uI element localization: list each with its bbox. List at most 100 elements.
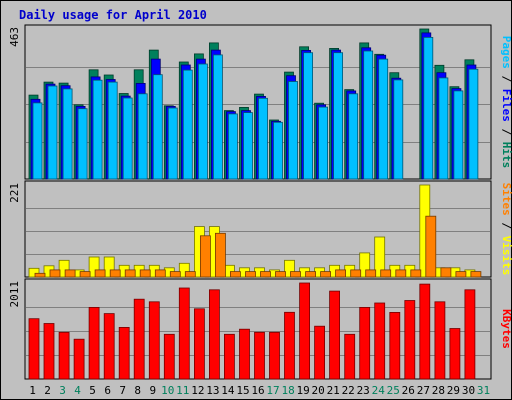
legend-part: Hits	[500, 142, 512, 169]
day-label-2: 2	[44, 384, 51, 397]
day-label-8: 8	[134, 384, 141, 397]
bar-kbytes-day-15	[239, 328, 250, 380]
day-label-13: 13	[206, 384, 219, 397]
bar-kbytes-day-3	[58, 331, 70, 380]
bar-kbytes-day-26	[404, 300, 416, 380]
day-label-9: 9	[149, 384, 156, 397]
day-label-17: 17	[266, 384, 279, 397]
legend-part: Pages	[500, 36, 512, 69]
bar-sites-day-22	[350, 269, 362, 278]
bar-pages-day-12	[197, 63, 208, 180]
legend-part: KBytes	[500, 309, 512, 349]
bar-sites-day-25	[395, 269, 407, 278]
bar-kbytes-day-19	[299, 282, 311, 380]
bar-sites-day-12	[199, 235, 211, 278]
bar-sites-day-26	[410, 269, 422, 278]
legend-part: /	[500, 216, 512, 236]
day-label-23: 23	[357, 384, 370, 397]
bar-pages-day-21	[333, 52, 344, 180]
bar-kbytes-day-8	[133, 298, 145, 380]
bar-sites-day-11	[184, 271, 196, 278]
bar-pages-day-23	[363, 50, 374, 180]
axis-max-label: 221	[8, 183, 21, 203]
day-label-15: 15	[236, 384, 249, 397]
day-label-29: 29	[447, 384, 460, 397]
panel-background	[24, 180, 492, 278]
bar-kbytes-day-6	[103, 313, 115, 380]
bar-visits-day-18	[284, 259, 295, 278]
legend-part: Sites	[500, 183, 512, 216]
legend-part: /	[500, 122, 512, 142]
bar-sites-day-1	[34, 272, 46, 278]
bar-sites-day-6	[109, 269, 121, 278]
bar-pages-day-5	[92, 79, 103, 180]
bar-pages-day-22	[348, 93, 359, 180]
day-label-1: 1	[29, 384, 36, 397]
day-label-12: 12	[191, 384, 204, 397]
bar-kbytes-day-18	[284, 311, 295, 380]
bar-pages-day-9	[152, 74, 163, 180]
bar-pages-day-8	[137, 93, 148, 180]
day-label-10: 10	[161, 384, 174, 397]
legend-part: /	[500, 69, 512, 89]
day-label-4: 4	[74, 384, 81, 397]
bar-sites-day-28	[440, 267, 452, 278]
bar-pages-day-1	[32, 102, 43, 180]
bar-pages-day-29	[453, 90, 464, 180]
bar-pages-day-7	[122, 97, 133, 180]
day-label-20: 20	[311, 384, 324, 397]
bar-pages-day-11	[182, 69, 193, 180]
bar-pages-day-2	[47, 85, 58, 180]
day-label-18: 18	[281, 384, 294, 397]
bar-kbytes-day-11	[178, 287, 190, 380]
bar-pages-day-3	[62, 88, 73, 180]
bar-sites-day-19	[305, 271, 317, 278]
series-sites	[34, 215, 482, 278]
bar-sites-day-4	[79, 271, 91, 278]
day-label-25: 25	[387, 384, 400, 397]
legend-kbytes: KBytes	[500, 309, 512, 349]
bar-kbytes-day-1	[28, 318, 40, 380]
bar-sites-day-30	[470, 271, 482, 278]
bar-pages-day-25	[393, 79, 404, 180]
legend-hits-files-pages: Pages / Files / Hits	[500, 36, 512, 169]
bar-sites-day-20	[320, 271, 332, 278]
bar-kbytes-day-21	[329, 290, 341, 380]
bar-visits-day-6	[103, 256, 115, 278]
bar-kbytes-day-10	[163, 333, 175, 380]
bar-pages-day-20	[318, 106, 329, 180]
bar-kbytes-day-20	[314, 325, 326, 380]
day-label-3: 3	[59, 384, 66, 397]
axis-max-label: 463	[8, 27, 21, 47]
bar-visits-day-3	[58, 259, 70, 278]
bar-sites-day-8	[139, 269, 151, 278]
day-axis: 1 2 3 4 5 6 7 8 9 10 11 12 13 14 15 16 17 18 19 20 21 22 23 24 2…	[29, 384, 490, 397]
day-label-14: 14	[221, 384, 235, 397]
bar-kbytes-day-5	[88, 306, 100, 380]
bar-kbytes-day-25	[389, 311, 401, 380]
bar-pages-day-30	[468, 68, 479, 180]
bar-visits-day-1	[28, 267, 40, 278]
bar-sites-day-23	[365, 269, 377, 278]
bar-pages-day-27	[423, 37, 434, 180]
bar-sites-day-9	[154, 269, 166, 278]
bar-kbytes-day-12	[193, 308, 205, 380]
day-label-30: 30	[462, 384, 475, 397]
bar-pages-day-10	[167, 107, 178, 180]
bar-visits-day-5	[88, 256, 100, 278]
bar-pages-day-13	[212, 54, 223, 180]
bar-kbytes-day-13	[208, 289, 220, 380]
chart-panels: 463 Pages / Files / Hits 221 Sites / Visits…	[8, 24, 512, 380]
bar-sites-day-2	[49, 269, 61, 278]
bar-kbytes-day-7	[118, 326, 130, 380]
bar-pages-day-4	[77, 108, 88, 180]
bar-pages-day-18	[288, 81, 298, 180]
bar-kbytes-day-27	[419, 283, 431, 380]
legend-part: Visits	[500, 236, 512, 276]
bar-pages-day-19	[303, 52, 314, 180]
panel-kbytes: 2011 KBytes	[8, 278, 512, 380]
bar-kbytes-day-28	[434, 301, 446, 380]
bar-kbytes-day-14	[223, 333, 235, 380]
bar-sites-day-3	[64, 269, 76, 278]
